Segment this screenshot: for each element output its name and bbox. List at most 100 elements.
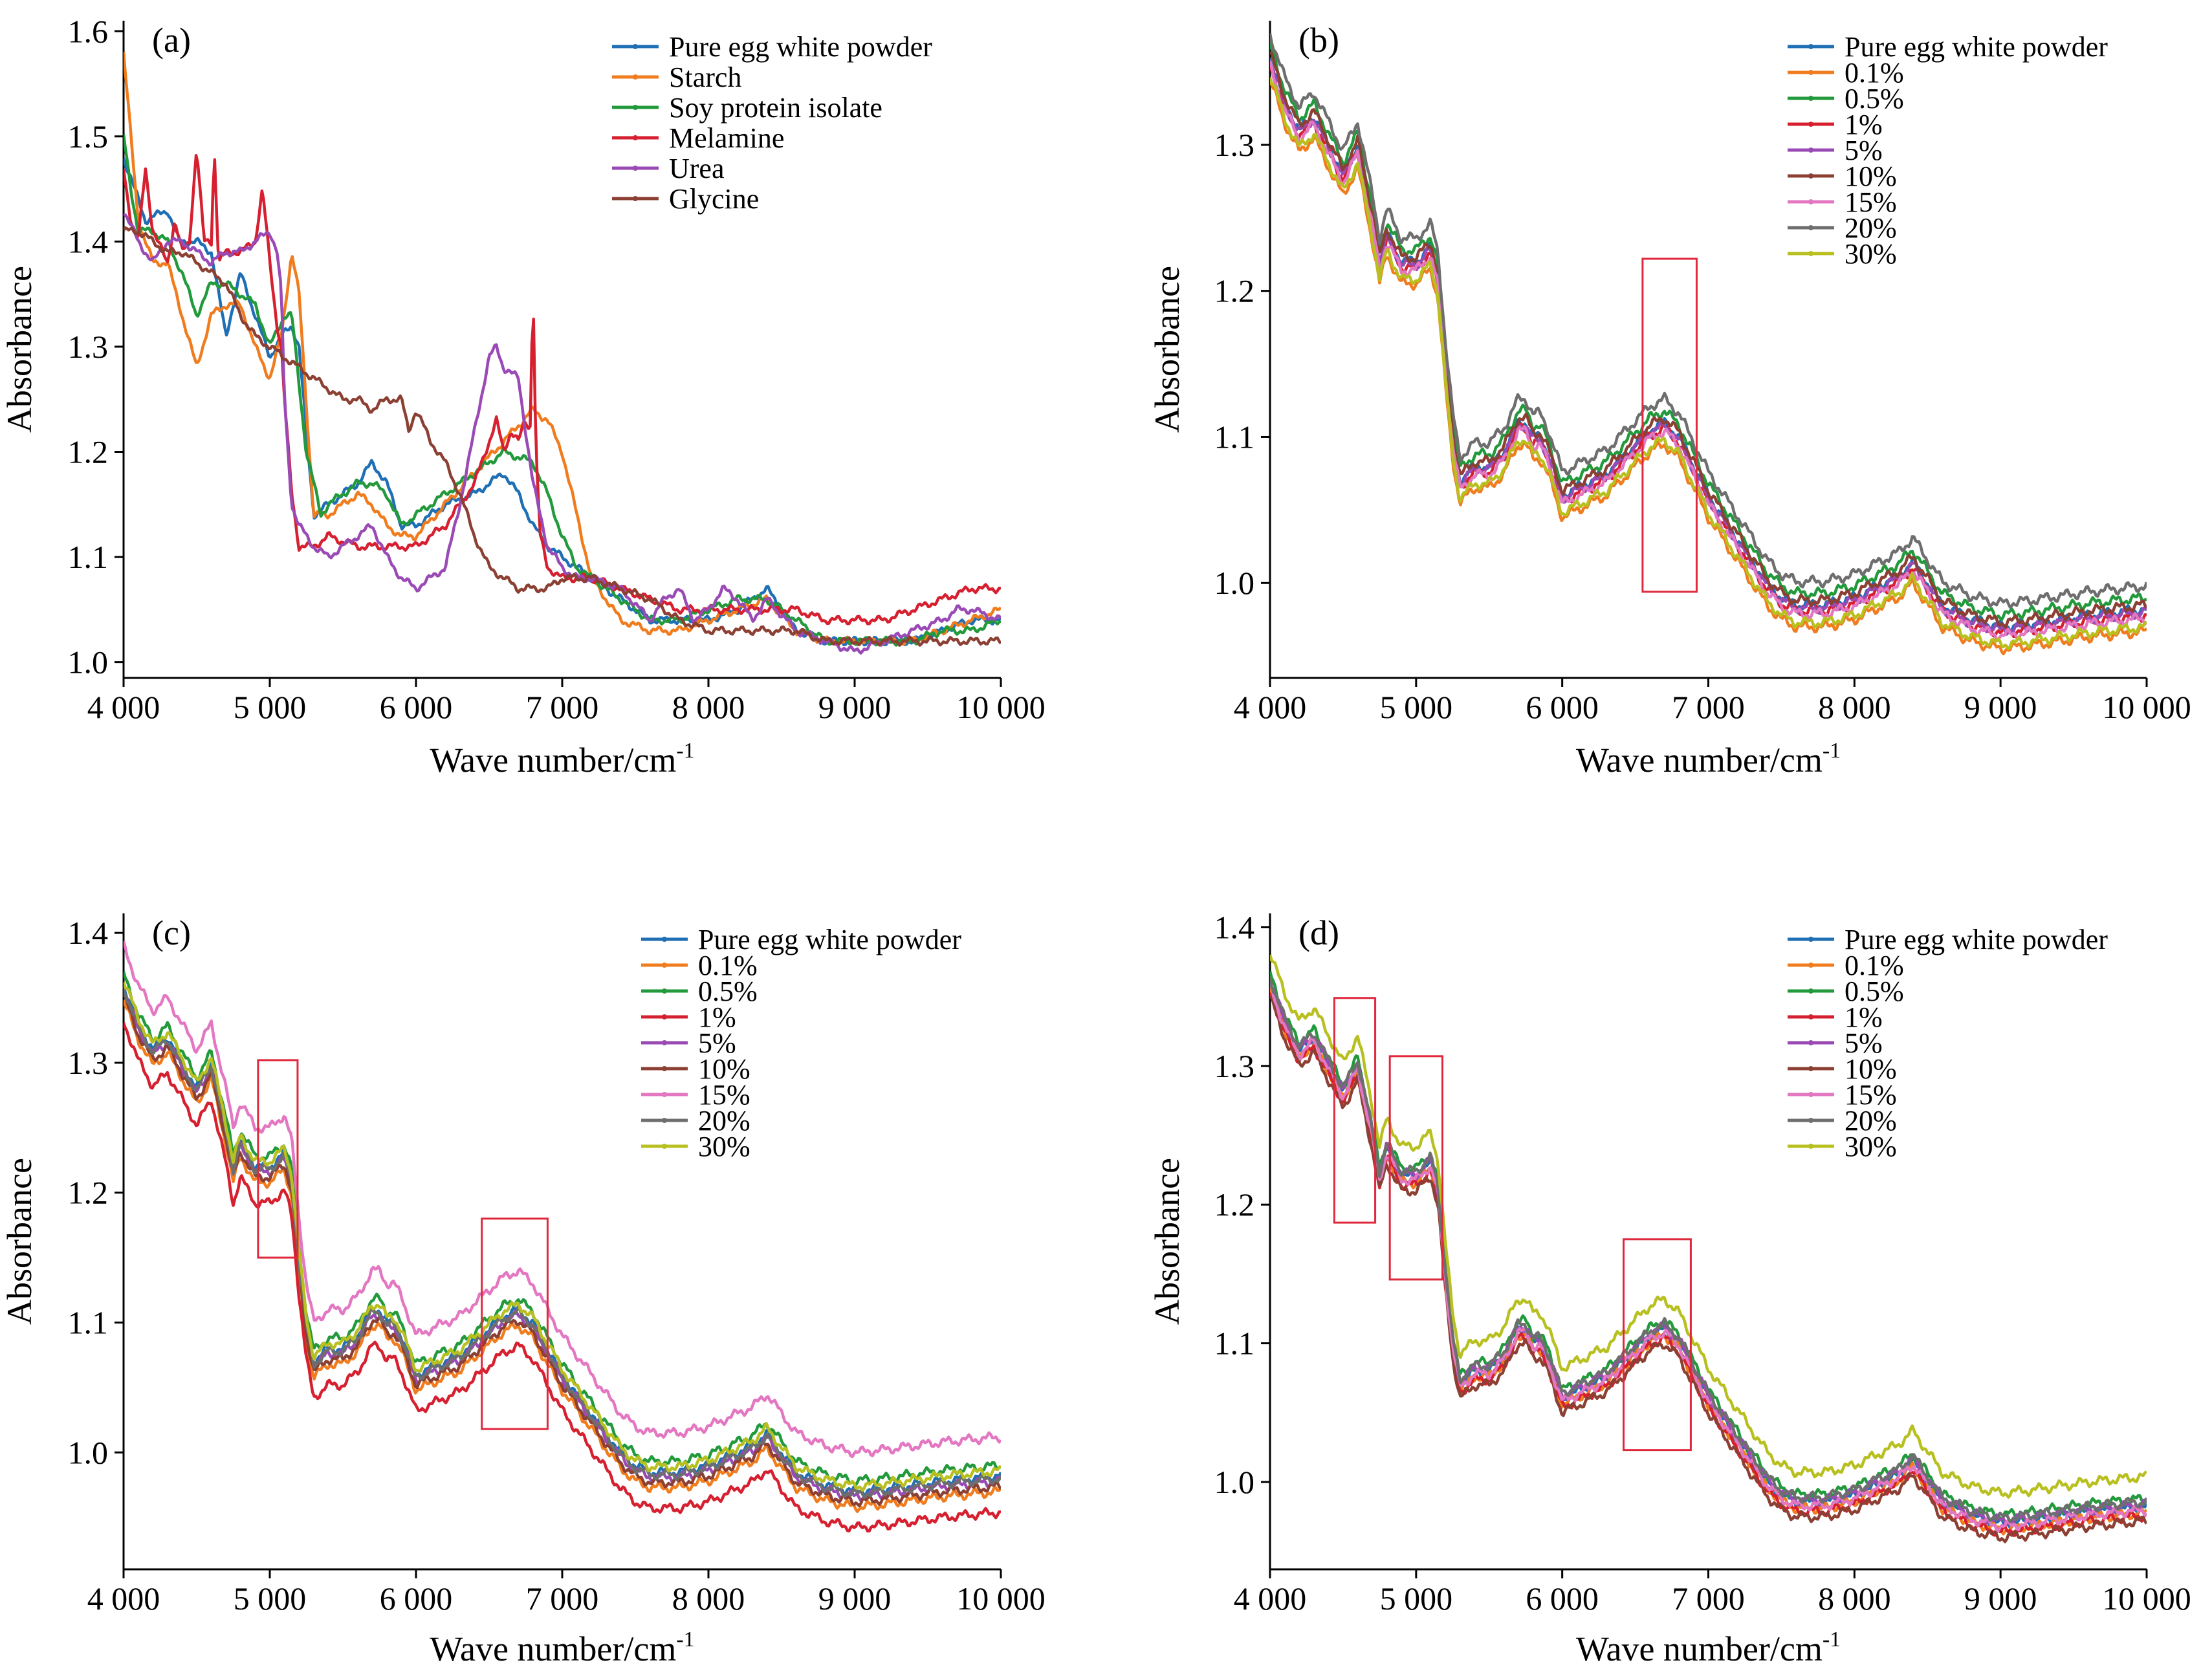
x-axis-label: Wave number/cm-1 (430, 1628, 694, 1668)
x-tick-label: 9 000 (1964, 1580, 2037, 1617)
legend-marker (1808, 44, 1813, 49)
series-line-4 (124, 1022, 1001, 1533)
legend-label: 30% (1845, 1131, 1897, 1162)
legend: Pure egg white powder0.1%0.5%1%5%10%15%2… (1788, 31, 2108, 270)
legend-marker (1808, 988, 1813, 994)
x-tick-label: 5 000 (1380, 689, 1453, 725)
x-tick-label: 6 000 (1526, 1580, 1599, 1617)
x-tick-label: 4 000 (87, 1580, 160, 1617)
x-tick-label: 4 000 (1234, 689, 1307, 725)
legend-label: 1% (698, 1001, 736, 1033)
y-tick-label: 1.1 (1214, 419, 1255, 455)
series-line-2 (124, 999, 1001, 1513)
x-tick-label: 4 000 (1234, 1580, 1307, 1617)
legend: Pure egg white powder0.1%0.5%1%5%10%15%2… (641, 924, 961, 1162)
legend-label: 30% (1845, 238, 1897, 270)
legend-marker (1808, 1092, 1813, 1097)
legend-label: 0.1% (698, 950, 758, 981)
y-axis-label: Absorbance (0, 1158, 39, 1325)
series-group (124, 941, 1001, 1533)
legend-marker (1808, 1118, 1813, 1123)
x-axis-label-superscript: -1 (1823, 1628, 1841, 1651)
series-line-6 (1270, 994, 2147, 1543)
y-tick-label: 1.0 (68, 1434, 109, 1470)
legend-marker (1808, 1144, 1813, 1149)
y-tick-label: 1.1 (1214, 1325, 1255, 1362)
series-line-1 (124, 985, 1001, 1497)
legend-marker (633, 166, 638, 171)
x-axis-label: Wave number/cm-1 (430, 739, 694, 779)
x-axis-label: Wave number/cm-1 (1576, 1628, 1841, 1668)
legend-label: 15% (1845, 1079, 1897, 1111)
x-tick-label: 9 000 (818, 1580, 892, 1617)
panel-c: 4 000 5 000 6 000 7 000 8 000 9 000 10 000 1.0 1… (0, 913, 1046, 1668)
legend-label: 20% (1845, 1105, 1897, 1137)
legend-marker (1808, 199, 1813, 204)
x-axis-label-superscript: -1 (676, 1628, 694, 1651)
x-tick-label: 10 000 (2102, 1580, 2191, 1617)
legend-marker (1808, 147, 1813, 153)
legend-marker (633, 135, 638, 140)
series-line-3 (1270, 971, 2147, 1521)
y-tick-label: 1.5 (68, 118, 109, 155)
legend-label: 0.1% (1845, 57, 1904, 89)
legend-marker (1808, 963, 1813, 968)
legend-label: 1% (1845, 1001, 1883, 1033)
y-tick-label: 1.0 (1214, 1464, 1255, 1500)
legend-label: 5% (1845, 1027, 1883, 1059)
x-tick-label: 8 000 (672, 689, 745, 725)
y-tick-label: 1.6 (68, 13, 109, 49)
x-axis-label: Wave number/cm-1 (1576, 739, 1841, 779)
x-tick-label: 9 000 (1964, 689, 2037, 725)
y-tick-label: 1.0 (1214, 565, 1255, 601)
highlight-box (1623, 1238, 1692, 1452)
panel-b: 4 000 5 000 6 000 7 000 8 000 9 000 10 000 1.0 1… (1148, 21, 2191, 779)
legend-label: Pure egg white powder (669, 31, 932, 63)
y-tick-label: 1.3 (68, 1045, 109, 1081)
legend-label: Starch (669, 61, 741, 93)
y-tick-label: 1.1 (68, 539, 109, 575)
legend-marker (662, 1144, 667, 1149)
x-axis-label-text: Wave number/cm (1576, 741, 1823, 779)
legend-marker (662, 1118, 667, 1123)
panel-label: (b) (1298, 21, 1339, 60)
legend-label: Soy protein isolate (669, 92, 882, 124)
series-line-2 (1270, 987, 2147, 1536)
legend-label: 15% (1845, 186, 1897, 218)
legend-label: 10% (1845, 1053, 1897, 1085)
legend-label: 5% (1845, 135, 1883, 166)
x-axis-label-superscript: -1 (1823, 739, 1841, 763)
series-line-1 (1270, 58, 2147, 633)
series-group (124, 52, 1001, 655)
x-tick-label: 5 000 (234, 689, 307, 725)
x-tick-label: 7 000 (1672, 1580, 1745, 1617)
x-tick-label: 4 000 (87, 689, 160, 725)
legend: Pure egg white powder0.1%0.5%1%5%10%15%2… (1788, 924, 2108, 1162)
series-line-9 (1270, 954, 2147, 1499)
series-line-4 (1270, 992, 2147, 1537)
series-line-4 (1270, 64, 2147, 638)
legend-marker (1808, 122, 1813, 127)
legend-label: 30% (698, 1131, 750, 1162)
series-line-1 (1270, 983, 2147, 1529)
series-line-8 (124, 986, 1001, 1499)
y-axis-label: Absorbance (0, 266, 39, 433)
legend-label: 0.5% (1845, 975, 1904, 1007)
legend-marker (1808, 1040, 1813, 1045)
legend-marker (1808, 1066, 1813, 1071)
highlight-box (481, 1217, 549, 1430)
legend-label: Pure egg white powder (698, 924, 961, 955)
legend-marker (662, 1066, 667, 1071)
series-line-5 (1270, 984, 2147, 1527)
series-line-5 (124, 212, 1001, 655)
x-tick-label: 7 000 (1672, 689, 1745, 725)
legend-label: 0.5% (698, 975, 758, 1007)
x-axis-label-text: Wave number/cm (1576, 1629, 1823, 1668)
series-line-8 (1270, 33, 2147, 609)
x-axis-label-text: Wave number/cm (430, 741, 676, 779)
legend-marker (662, 937, 667, 942)
x-tick-label: 6 000 (380, 1580, 453, 1617)
y-tick-label: 1.2 (1214, 1186, 1255, 1223)
y-tick-label: 1.3 (1214, 127, 1255, 163)
